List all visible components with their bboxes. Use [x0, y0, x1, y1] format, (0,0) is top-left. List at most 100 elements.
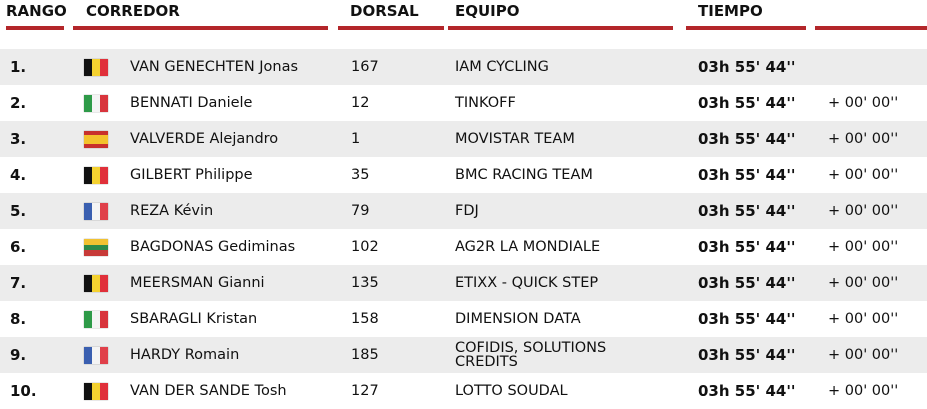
team-name: COFIDIS, SOLUTIONS CREDITS [455, 340, 607, 370]
time-gap: + 00' 00'' [828, 131, 899, 147]
flag-stripe [84, 203, 92, 220]
rank: 5. [10, 202, 27, 220]
rank: 3. [10, 130, 27, 148]
header-underline [338, 26, 444, 30]
result-row: 5. REZA Kévin 79 FDJ 03h 55' 44'' + 00' 00'' [0, 193, 927, 229]
time: 03h 55' 44'' [698, 238, 796, 256]
country-flag [84, 383, 108, 400]
bib-number: 185 [351, 347, 379, 363]
header-team: EQUIPO [455, 2, 520, 20]
time: 03h 55' 44'' [698, 94, 796, 112]
result-row: 4. GILBERT Philippe 35 BMC RACING TEAM 03h 5… [0, 157, 927, 193]
bib-number: 35 [351, 167, 370, 183]
country-flag [84, 239, 108, 257]
flag-stripe [100, 95, 108, 112]
time-gap: + 00' 00'' [828, 311, 899, 327]
flag-stripe [84, 347, 92, 364]
team-name: FDJ [455, 203, 479, 219]
rank: 4. [10, 166, 27, 184]
team-name: IAM CYCLING [455, 59, 549, 75]
time-gap: + 00' 00'' [828, 275, 899, 291]
flag-stripe [100, 59, 108, 76]
flag-stripe [84, 95, 92, 112]
bib-number: 79 [351, 203, 370, 219]
time-gap: + 00' 00'' [828, 95, 899, 111]
country-flag [84, 59, 108, 76]
rider-name: MEERSMAN Gianni [130, 275, 265, 291]
flag-stripe [100, 167, 108, 184]
flag-stripe [100, 347, 108, 364]
flag-stripe [84, 311, 92, 328]
time-gap: + 00' 00'' [828, 383, 899, 399]
result-row: 8. SBARAGLI Kristan 158 DIMENSION DATA 03h 5… [0, 301, 927, 337]
team-name: ETIXX - QUICK STEP [455, 275, 599, 291]
rider-name: BENNATI Daniele [130, 95, 253, 111]
rank: 9. [10, 346, 27, 364]
country-flag [84, 167, 108, 184]
rank: 8. [10, 310, 27, 328]
header-rank: RANGO [6, 2, 67, 20]
country-flag [84, 95, 108, 112]
result-row: 9. HARDY Romain 185 COFIDIS, SOLUTIONS CRED… [0, 337, 927, 373]
rider-name: VAN GENECHTEN Jonas [130, 59, 299, 75]
time: 03h 55' 44'' [698, 382, 796, 400]
flag-stripe [92, 311, 100, 328]
header-underline [448, 26, 673, 30]
header-number: DORSAL [350, 2, 419, 20]
time: 03h 55' 44'' [698, 130, 796, 148]
flag-stripe [84, 275, 92, 292]
flag-stripe [100, 383, 108, 400]
country-flag [84, 131, 108, 148]
rider-name: VALVERDE Alejandro [130, 131, 279, 147]
time-gap: + 00' 00'' [828, 347, 899, 363]
flag-stripe [84, 239, 108, 245]
flag-stripe [92, 167, 100, 184]
flag-stripe [84, 135, 108, 140]
rider-name: GILBERT Philippe [130, 167, 253, 183]
rider-name: REZA Kévin [130, 203, 214, 219]
flag-stripe [92, 95, 100, 112]
rider-name: VAN DER SANDE Tosh [130, 383, 287, 399]
flag-stripe [84, 244, 108, 251]
team-name: DIMENSION DATA [455, 311, 581, 327]
bib-number: 127 [351, 383, 379, 399]
bib-number: 158 [351, 311, 379, 327]
time: 03h 55' 44'' [698, 202, 796, 220]
flag-stripe [92, 203, 100, 220]
country-flag [84, 275, 108, 292]
rank: 7. [10, 274, 27, 292]
header-time: TIEMPO [698, 2, 763, 20]
time: 03h 55' 44'' [698, 274, 796, 292]
rank: 6. [10, 238, 27, 256]
rank: 10. [10, 382, 37, 400]
result-row: 10. VAN DER SANDE Tosh 127 LOTTO SOUDAL 03h … [0, 373, 927, 409]
time: 03h 55' 44'' [698, 166, 796, 184]
bib-number: 12 [351, 95, 370, 111]
flag-stripe [92, 59, 100, 76]
header-underline [73, 26, 328, 30]
flag-stripe [92, 383, 100, 400]
flag-stripe [84, 250, 108, 257]
flag-stripe [84, 383, 92, 400]
team-name: MOVISTAR TEAM [455, 131, 575, 147]
bib-number: 167 [351, 59, 379, 75]
flag-stripe [100, 203, 108, 220]
time: 03h 55' 44'' [698, 346, 796, 364]
header-underline [686, 26, 806, 30]
result-row: 6. BAGDONAS Gediminas 102 AG2R LA MONDIALE 0… [0, 229, 927, 265]
country-flag [84, 347, 108, 364]
header-underline [6, 26, 64, 30]
header-underline [815, 26, 927, 30]
flag-stripe [84, 167, 92, 184]
rider-name: SBARAGLI Kristan [130, 311, 258, 327]
result-row: 3. VALVERDE Alejandro 1 MOVISTAR TEAM 03h 55… [0, 121, 927, 157]
result-row: 1. VAN GENECHTEN Jonas 167 IAM CYCLING 03h 5… [0, 49, 927, 85]
team-name: TINKOFF [455, 95, 516, 111]
bib-number: 1 [351, 131, 361, 147]
team-name: LOTTO SOUDAL [455, 383, 568, 399]
result-row: 7. MEERSMAN Gianni 135 ETIXX - QUICK STEP 03… [0, 265, 927, 301]
flag-stripe [100, 275, 108, 292]
flag-stripe [92, 275, 100, 292]
header-rider: CORREDOR [86, 2, 180, 20]
